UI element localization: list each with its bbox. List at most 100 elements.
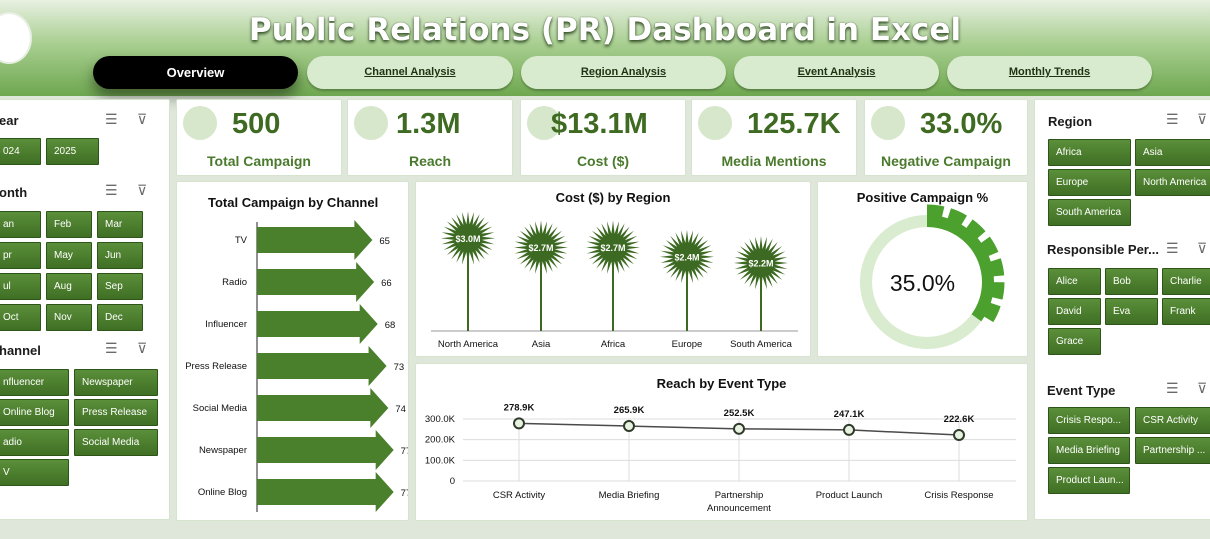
slicer-item-month[interactable]: Oct <box>0 304 41 331</box>
region-slicer-title: Region <box>1048 114 1093 129</box>
channel-tick-label: Social Media <box>193 403 248 414</box>
slicer-item-month[interactable]: Mar <box>97 211 143 238</box>
kpi-value: 1.3M <box>396 108 461 140</box>
event-x-tick: Product Launch <box>816 490 883 501</box>
channel-chart-title: Total Campaign by Channel <box>208 195 379 210</box>
slicer-item-region[interactable]: Africa <box>1048 139 1131 166</box>
slicer-item-event[interactable]: Partnership ... <box>1135 437 1210 464</box>
region-chart-panel: Cost ($) by Region $3.0M North America $2.… <box>415 181 811 357</box>
slicer-item-event[interactable]: Media Briefing <box>1048 437 1130 464</box>
channel-tick-label: Radio <box>222 277 247 288</box>
slicer-item-person[interactable]: Alice <box>1048 268 1101 295</box>
slicer-item-person[interactable]: Grace <box>1048 328 1101 355</box>
channel-tick-label: Newspaper <box>199 445 247 456</box>
channel-tick-label: Influencer <box>205 319 247 330</box>
audience-icon <box>354 106 388 140</box>
slicer-item-month[interactable]: an <box>0 211 41 238</box>
channel-bar <box>257 304 378 344</box>
slicer-year-2024[interactable]: 024 <box>0 138 41 165</box>
slicer-item-event[interactable]: Crisis Respo... <box>1048 407 1130 434</box>
slicer-item-event[interactable]: CSR Activity <box>1135 407 1210 434</box>
slicer-item-person[interactable]: Eva <box>1105 298 1158 325</box>
slicer-item-month[interactable]: Aug <box>46 273 92 300</box>
region-data-label: $2.2M <box>748 259 773 269</box>
slicer-item-month[interactable]: Dec <box>97 304 143 331</box>
kpi-label: Negative Campaign <box>881 153 1011 169</box>
multi-select-icon[interactable]: ☰ <box>1166 111 1179 127</box>
tab-region-analysis[interactable]: Region Analysis <box>521 56 726 89</box>
region-tick-label: Asia <box>532 339 551 350</box>
target-icon <box>183 106 217 140</box>
kpi-card: 1.3M Reach <box>347 99 513 176</box>
channel-tick-label: TV <box>235 235 248 246</box>
region-data-label: $2.7M <box>528 243 553 253</box>
slicer-item-channel[interactable]: V <box>0 459 69 486</box>
slicer-item-channel[interactable]: Social Media <box>74 429 158 456</box>
slicer-item-channel[interactable]: adio <box>0 429 69 456</box>
slicer-item-person[interactable]: Frank <box>1162 298 1210 325</box>
kpi-card: 125.7K Media Mentions <box>691 99 857 176</box>
event-y-tick: 300.0K <box>425 414 456 425</box>
channel-tick-label: Online Blog <box>198 487 247 498</box>
region-data-label: $2.7M <box>600 243 625 253</box>
slicer-item-channel[interactable]: Newspaper <box>74 369 158 396</box>
clear-filter-icon[interactable]: ⊽ <box>1197 380 1208 396</box>
multi-select-icon[interactable]: ☰ <box>105 340 118 356</box>
clear-filter-icon[interactable]: ⊽ <box>137 340 148 356</box>
slicer-item-month[interactable]: Sep <box>97 273 143 300</box>
slicer-item-person[interactable]: Bob <box>1105 268 1158 295</box>
slicer-item-region[interactable]: Asia <box>1135 139 1210 166</box>
slicer-item-region[interactable]: North America <box>1135 169 1210 196</box>
slicer-year-2025[interactable]: 2025 <box>46 138 99 165</box>
event-chart-title: Reach by Event Type <box>656 376 787 391</box>
clear-filter-icon[interactable]: ⊽ <box>1197 240 1208 256</box>
positive-chart-panel: Positive Campaign % 35.0% <box>817 181 1028 357</box>
event-chart-panel: Reach by Event Type 300.0K 200.0K 100.0K 0 2… <box>415 363 1028 521</box>
multi-select-icon[interactable]: ☰ <box>105 182 118 198</box>
slicer-item-region[interactable]: Europe <box>1048 169 1131 196</box>
channel-tick-label: Press Release <box>185 361 247 372</box>
multi-select-icon[interactable]: ☰ <box>1166 380 1179 396</box>
kpi-value: 125.7K <box>747 108 841 140</box>
slicer-item-channel[interactable]: nfluencer <box>0 369 69 396</box>
slicer-item-channel[interactable]: Online Blog <box>0 399 69 426</box>
channel-data-label: 73 <box>394 362 405 373</box>
slicer-item-month[interactable]: Jun <box>97 242 143 269</box>
slicer-item-month[interactable]: Feb <box>46 211 92 238</box>
tab-event-analysis[interactable]: Event Analysis <box>734 56 939 89</box>
region-tick-label: North America <box>438 339 499 350</box>
event-y-tick: 0 <box>450 476 455 487</box>
slicer-item-event[interactable]: Product Laun... <box>1048 467 1130 494</box>
slicer-item-region[interactable]: South America <box>1048 199 1131 226</box>
event-data-label: 278.9K <box>504 402 535 413</box>
event-y-tick: 100.0K <box>425 455 456 466</box>
slicer-item-channel[interactable]: Press Release <box>74 399 158 426</box>
slicer-item-month[interactable]: Nov <box>46 304 92 331</box>
clear-filter-icon[interactable]: ⊽ <box>137 111 148 127</box>
kpi-label: Reach <box>408 153 452 169</box>
slicer-item-person[interactable]: Charlie <box>1162 268 1210 295</box>
event-data-label: 265.9K <box>614 405 645 416</box>
slicer-item-month[interactable]: ul <box>0 273 41 300</box>
channel-data-label: 77 <box>401 446 408 457</box>
clear-filter-icon[interactable]: ⊽ <box>137 182 148 198</box>
event-point <box>953 428 965 441</box>
positive-chart-title: Positive Campaign % <box>856 190 989 205</box>
clear-filter-icon[interactable]: ⊽ <box>1197 111 1208 127</box>
slicer-item-month[interactable]: May <box>46 242 92 269</box>
month-slicer-title: onth <box>0 185 28 200</box>
event-data-label: 222.6K <box>944 414 975 425</box>
slicer-item-month[interactable]: pr <box>0 242 41 269</box>
tab-overview[interactable]: Overview <box>93 56 298 89</box>
slicer-item-person[interactable]: David <box>1048 298 1101 325</box>
kpi-label: Total Campaign <box>207 153 311 169</box>
tab-channel-analysis[interactable]: Channel Analysis <box>307 56 513 89</box>
event-x-tick: CSR Activity <box>493 490 546 501</box>
kpi-value: 500 <box>232 108 281 140</box>
multi-select-icon[interactable]: ☰ <box>105 111 118 127</box>
thumbs-down-icon <box>871 106 905 140</box>
multi-select-icon[interactable]: ☰ <box>1166 240 1179 256</box>
kpi-value: 33.0% <box>920 108 1003 140</box>
channel-data-label: 66 <box>381 278 392 289</box>
tab-monthly-trends[interactable]: Monthly Trends <box>947 56 1152 89</box>
